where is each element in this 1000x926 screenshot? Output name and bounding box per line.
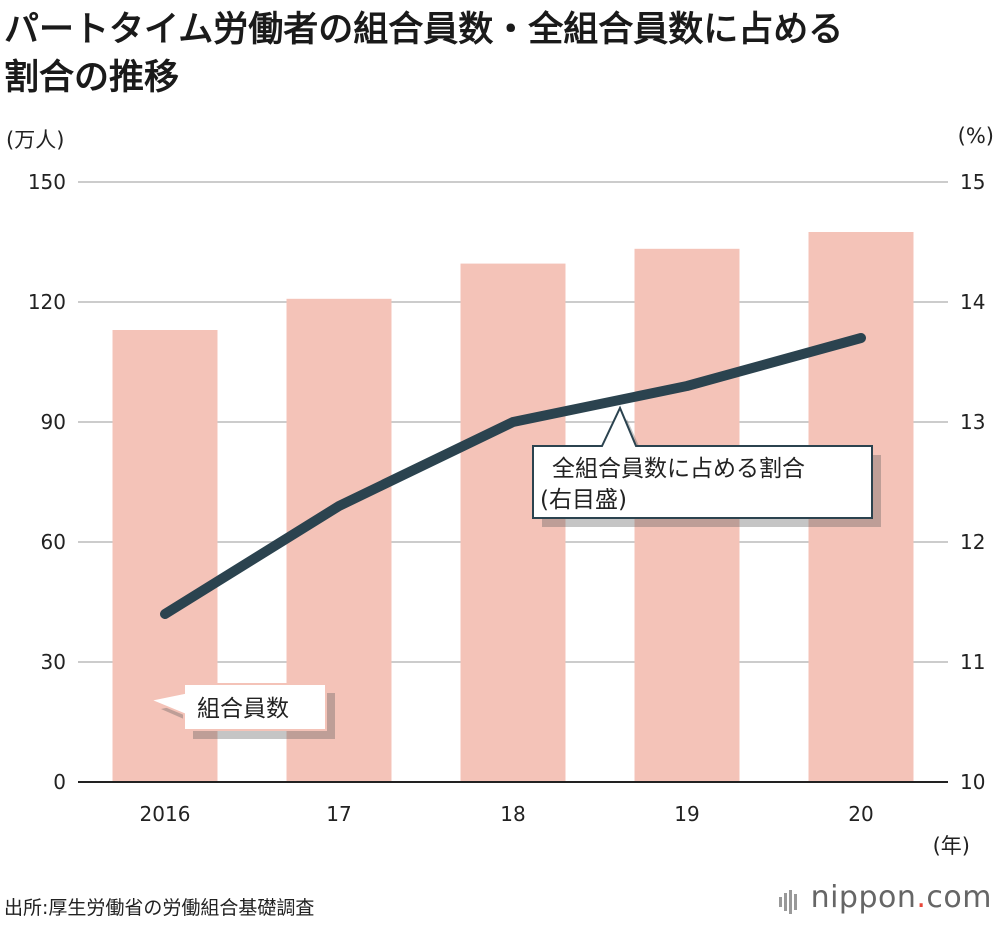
- left-tick-60: 60: [41, 530, 66, 554]
- bar-callout: 組合員数: [146, 683, 335, 739]
- chart-title: パートタイム労働者の組合員数・全組合員数に占める 割合の推移: [4, 6, 994, 102]
- right-axis-ticks: 10 11 12 13 14 15: [960, 170, 985, 794]
- left-tick-30: 30: [41, 650, 66, 674]
- left-tick-120: 120: [28, 290, 66, 314]
- bar-18: [460, 263, 566, 783]
- right-tick-14: 14: [960, 290, 985, 314]
- chart-title-line-1: パートタイム労働者の組合員数・全組合員数に占める: [4, 10, 844, 50]
- bar-callout-label: 組合員数: [197, 696, 289, 722]
- right-tick-15: 15: [960, 170, 985, 194]
- x-tick-2016: 2016: [140, 802, 191, 826]
- x-tick-20: 20: [848, 802, 873, 826]
- brand-dot: .: [916, 880, 927, 915]
- left-tick-90: 90: [41, 410, 66, 434]
- brand-name: nippon: [810, 880, 917, 915]
- left-axis-unit: (万人): [6, 128, 65, 152]
- source-note: 出所:厚生労働省の労働組合基礎調査: [4, 897, 315, 919]
- left-tick-0: 0: [53, 770, 66, 794]
- brand-logo-icon: [779, 890, 797, 914]
- right-tick-13: 13: [960, 410, 985, 434]
- right-axis-unit: (%): [957, 124, 994, 148]
- left-axis-ticks: 0 30 60 90 120 150: [28, 170, 66, 794]
- ratio-line: [160, 333, 866, 619]
- right-tick-12: 12: [960, 530, 985, 554]
- line-callout-label-2: (右目盛): [540, 487, 627, 513]
- right-tick-11: 11: [960, 650, 985, 674]
- brand-suffix: com: [926, 880, 992, 915]
- chart-title-line-2: 割合の推移: [4, 58, 180, 98]
- line-callout-label-1: 全組合員数に占める割合: [552, 456, 805, 482]
- left-tick-150: 150: [28, 170, 66, 194]
- x-axis-unit: (年): [932, 834, 970, 858]
- x-axis-ticks: 2016 17 18 19 20: [140, 802, 874, 826]
- x-tick-17: 17: [326, 802, 351, 826]
- x-tick-19: 19: [674, 802, 699, 826]
- line-callout: 全組合員数に占める割合 (右目盛): [532, 405, 881, 527]
- x-tick-18: 18: [500, 802, 525, 826]
- brand-wordmark: nippon.com: [811, 880, 992, 915]
- right-tick-10: 10: [960, 770, 985, 794]
